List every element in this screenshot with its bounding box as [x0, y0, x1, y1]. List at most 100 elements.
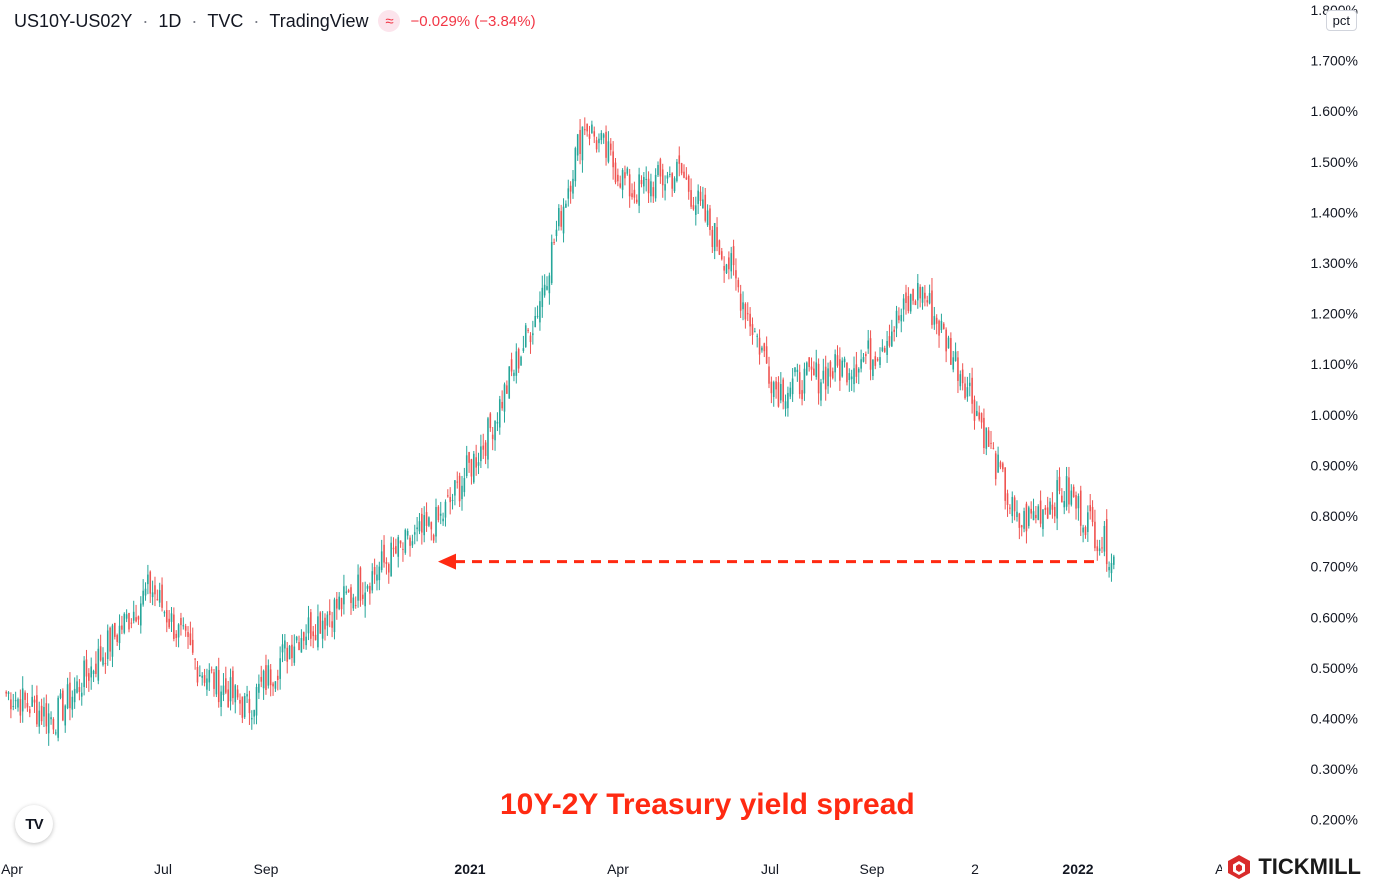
candle-body: [99, 646, 102, 661]
candle-body: [586, 123, 588, 132]
candle-body: [737, 279, 740, 288]
candle-body: [321, 620, 324, 639]
y-tick-label: 1.500%: [1311, 154, 1358, 170]
candle-body: [605, 131, 607, 158]
candle-body: [331, 621, 333, 628]
candle-body: [820, 382, 822, 401]
candle-body: [298, 642, 300, 651]
candle-body: [378, 566, 381, 581]
candle-body: [831, 371, 834, 379]
x-tick-label: Jul: [154, 861, 172, 877]
candle-body: [338, 596, 340, 610]
candle-body: [435, 507, 437, 537]
y-tick-label: 1.600%: [1311, 103, 1358, 119]
tickmill-logo: TICKMILL: [1222, 852, 1365, 882]
candle-body: [900, 314, 903, 322]
candle-body: [600, 133, 603, 141]
candle-body: [879, 357, 881, 366]
candle-body: [645, 178, 648, 180]
candle-body: [364, 592, 366, 607]
y-tick-label: 1.300%: [1311, 255, 1358, 271]
candle-body: [409, 537, 411, 546]
candle-body: [952, 357, 955, 370]
candle-body: [111, 625, 114, 657]
y-tick-label: 1.400%: [1311, 204, 1358, 220]
candle-body: [501, 401, 503, 409]
candle-body: [387, 564, 390, 573]
candle-body: [973, 399, 976, 421]
candle-body: [132, 611, 135, 621]
candle-body: [1110, 563, 1113, 574]
symbol-header: US10Y-US02Y · 1D · TVC · TradingView ≈ −…: [14, 10, 536, 32]
candle-body: [692, 205, 695, 210]
candle-body: [250, 718, 253, 720]
candle-body: [64, 705, 67, 726]
candle-body: [513, 372, 515, 376]
candle-body: [829, 361, 832, 377]
tickmill-mark-icon: [1228, 855, 1251, 879]
candle-body: [683, 171, 685, 178]
candle-body: [966, 387, 969, 397]
candle-body: [805, 362, 808, 375]
candle-body: [881, 347, 884, 352]
candle-body: [756, 335, 759, 337]
interval-label[interactable]: 1D: [158, 10, 182, 31]
candle-body: [1027, 507, 1030, 527]
candle-body: [260, 676, 263, 682]
candle-body: [883, 348, 886, 352]
candle-body: [106, 630, 109, 660]
candle-body: [7, 692, 10, 694]
candle-body: [265, 665, 267, 690]
candle-body: [80, 692, 83, 697]
candle-body: [957, 357, 959, 381]
candle-body: [619, 183, 622, 188]
candle-body: [319, 612, 322, 634]
candle-body: [83, 660, 85, 688]
candle-body: [17, 699, 19, 708]
candle-body: [333, 599, 336, 633]
candle-body: [794, 367, 796, 373]
candle-body: [591, 124, 593, 134]
candle-body: [924, 292, 926, 299]
candle-body: [312, 631, 315, 637]
candle-body: [118, 625, 121, 644]
compare-icon[interactable]: ≈: [378, 10, 401, 32]
price-unit-label[interactable]: pct: [1325, 10, 1357, 31]
price-axis[interactable]: 1.800%1.700%1.600%1.500%1.400%1.300%1.20…: [1311, 2, 1358, 828]
candle-body: [104, 663, 107, 665]
candle-body: [914, 301, 917, 305]
candle-body: [291, 644, 293, 659]
candle-body: [307, 617, 310, 634]
candle-body: [1089, 505, 1092, 512]
candle-body: [574, 148, 577, 182]
symbol-name[interactable]: US10Y-US02Y: [14, 10, 133, 31]
candle-body: [685, 177, 688, 180]
candle-body: [423, 515, 426, 536]
candle-body: [123, 613, 126, 633]
candle-body: [1061, 495, 1063, 503]
candle-body: [300, 638, 303, 653]
candle-body: [97, 648, 100, 681]
candle-body: [633, 189, 636, 198]
candle-body: [189, 633, 192, 645]
x-tick-label: 2021: [454, 861, 485, 877]
candle-body: [201, 675, 204, 678]
candle-body: [579, 129, 581, 155]
candle-body: [168, 618, 170, 628]
candle-body: [1075, 495, 1077, 509]
candle-body: [173, 614, 175, 639]
candle-body: [286, 647, 289, 662]
tradingview-logo-icon[interactable]: TV: [15, 805, 53, 843]
candle-body: [661, 169, 664, 186]
candle-body: [1030, 508, 1032, 514]
candle-body: [31, 696, 33, 707]
candle-body: [232, 670, 234, 699]
candle-body: [572, 178, 574, 194]
candle-body: [428, 517, 430, 526]
candle-body: [595, 140, 598, 150]
candle-body: [1004, 467, 1006, 501]
candle-body: [161, 584, 163, 608]
time-axis[interactable]: AprJulSep2021AprJulSep22022Apr: [1, 861, 1237, 877]
candle-body: [704, 194, 707, 221]
candle-body: [916, 282, 919, 301]
